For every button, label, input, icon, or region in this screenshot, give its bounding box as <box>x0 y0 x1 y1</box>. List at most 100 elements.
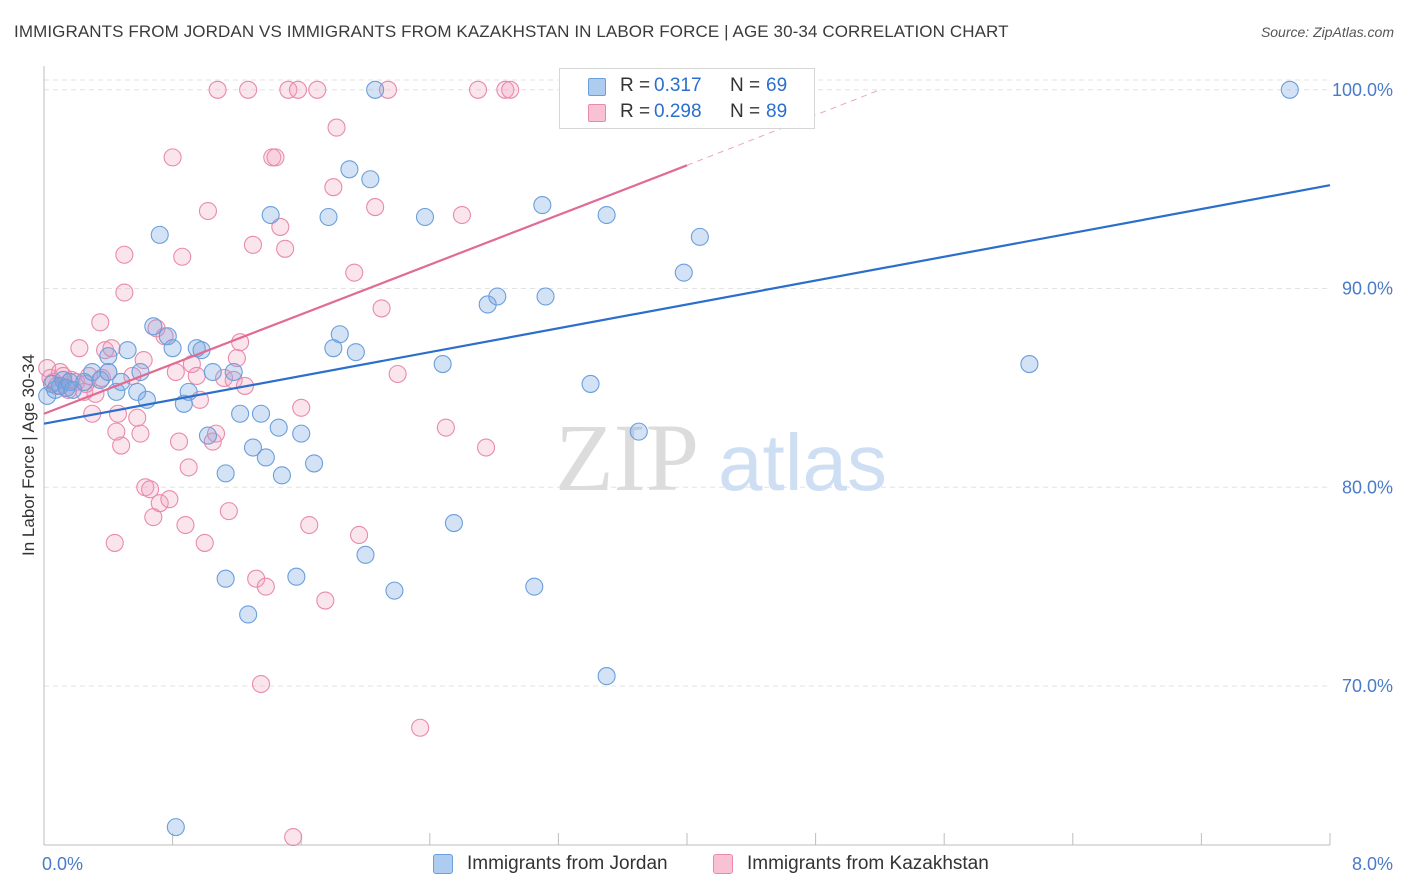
legend-r-label: R = <box>620 101 651 122</box>
point-kazakhstan <box>112 436 131 455</box>
y-tick-label: 90.0% <box>1342 279 1393 299</box>
legend-r-value: 0.298 <box>654 101 702 122</box>
point-kazakhstan <box>300 515 319 535</box>
point-jordan <box>166 818 185 837</box>
point-kazakhstan <box>477 438 496 457</box>
point-kazakhstan <box>501 80 520 99</box>
point-jordan <box>163 339 182 358</box>
series-jordan-points <box>38 80 1299 837</box>
point-jordan <box>1280 80 1299 99</box>
legend-swatch-kazakhstan <box>713 854 733 874</box>
correlation-legend: R = 0.317 N = 69 R = 0.298 N = 89 <box>559 68 815 129</box>
legend-swatch-kazakhstan <box>588 104 606 122</box>
y-tick-label: 100.0% <box>1332 80 1393 100</box>
point-kazakhstan <box>91 313 110 332</box>
point-jordan <box>256 448 275 467</box>
point-kazakhstan <box>187 366 206 386</box>
point-kazakhstan <box>327 118 346 137</box>
point-jordan <box>629 422 648 441</box>
chart-title: IMMIGRANTS FROM JORDAN VS IMMIGRANTS FRO… <box>14 22 1009 41</box>
point-jordan <box>536 287 555 306</box>
point-jordan <box>224 362 243 382</box>
point-jordan <box>433 355 452 374</box>
point-kazakhstan <box>411 718 430 737</box>
point-jordan <box>356 545 375 564</box>
point-jordan <box>361 170 380 189</box>
point-jordan <box>597 667 616 686</box>
point-jordan <box>674 263 693 282</box>
point-jordan <box>231 404 250 423</box>
point-kazakhstan <box>131 424 150 443</box>
watermark-atlas: atlas <box>718 418 887 507</box>
point-jordan <box>198 426 218 445</box>
point-jordan <box>366 80 385 99</box>
point-jordan <box>385 581 404 600</box>
y-axis-label: In Labor Force | Age 30-34 <box>19 354 38 556</box>
point-kazakhstan <box>271 217 290 236</box>
x-tick-label: 8.0% <box>1352 854 1393 874</box>
legend-swatch-jordan <box>588 78 606 96</box>
point-jordan <box>131 362 150 382</box>
point-kazakhstan <box>169 432 189 451</box>
point-kazakhstan <box>195 533 214 552</box>
legend-r-value: 0.317 <box>654 75 702 96</box>
point-jordan <box>292 424 311 443</box>
point-kazakhstan <box>107 422 126 441</box>
point-kazakhstan <box>115 283 134 302</box>
point-kazakhstan <box>452 205 472 225</box>
point-kazakhstan <box>366 198 385 217</box>
legend-n-value: 69 <box>766 75 788 96</box>
point-kazakhstan <box>292 398 311 417</box>
point-jordan <box>330 325 349 344</box>
point-jordan <box>216 464 235 483</box>
source-label: Source: ZipAtlas.com <box>1260 24 1394 40</box>
point-jordan <box>216 569 235 588</box>
point-jordan <box>340 160 359 179</box>
point-kazakhstan <box>308 80 327 99</box>
point-jordan <box>1020 355 1039 374</box>
point-kazakhstan <box>276 239 295 258</box>
point-kazakhstan <box>350 525 369 545</box>
legend-n-value: 89 <box>766 101 788 122</box>
tick-labels: 70.0% 80.0% 90.0% 100.0% 0.0% 8.0% <box>42 80 1393 874</box>
point-kazakhstan <box>105 533 124 552</box>
point-jordan <box>144 317 163 336</box>
legend-n-label: N = <box>730 75 761 96</box>
point-kazakhstan <box>134 351 153 370</box>
point-jordan <box>251 404 271 423</box>
x-tick-label: 0.0% <box>42 854 83 874</box>
point-jordan <box>150 225 169 244</box>
legend-label-kazakhstan: Immigrants from Kazakhstan <box>747 853 989 874</box>
point-jordan <box>415 207 435 227</box>
point-kazakhstan <box>372 299 391 318</box>
point-jordan <box>272 466 291 485</box>
trend-line-kazakhstan <box>43 164 688 415</box>
point-kazakhstan <box>378 80 398 99</box>
point-kazakhstan <box>324 178 343 197</box>
legend-r-label: R = <box>620 75 651 96</box>
point-jordan <box>581 374 600 393</box>
point-jordan <box>203 362 222 382</box>
point-kazakhstan <box>284 828 303 847</box>
legend-n-label: N = <box>730 101 761 122</box>
point-kazakhstan <box>279 80 298 99</box>
point-kazakhstan <box>251 674 271 694</box>
point-kazakhstan <box>468 80 488 99</box>
point-kazakhstan <box>70 339 89 358</box>
point-kazakhstan <box>345 263 364 282</box>
point-kazakhstan <box>436 418 455 437</box>
point-kazakhstan <box>243 235 263 254</box>
watermark: ZIP atlas <box>555 404 887 511</box>
point-kazakhstan <box>128 408 147 427</box>
point-kazakhstan <box>208 80 227 99</box>
point-kazakhstan <box>219 502 238 521</box>
point-jordan <box>287 567 306 586</box>
point-kazakhstan <box>198 201 218 221</box>
point-kazakhstan <box>288 80 308 99</box>
point-kazakhstan <box>239 80 258 99</box>
point-jordan <box>239 605 258 624</box>
point-jordan <box>261 205 280 225</box>
point-jordan <box>533 196 552 215</box>
point-jordan <box>319 207 338 227</box>
